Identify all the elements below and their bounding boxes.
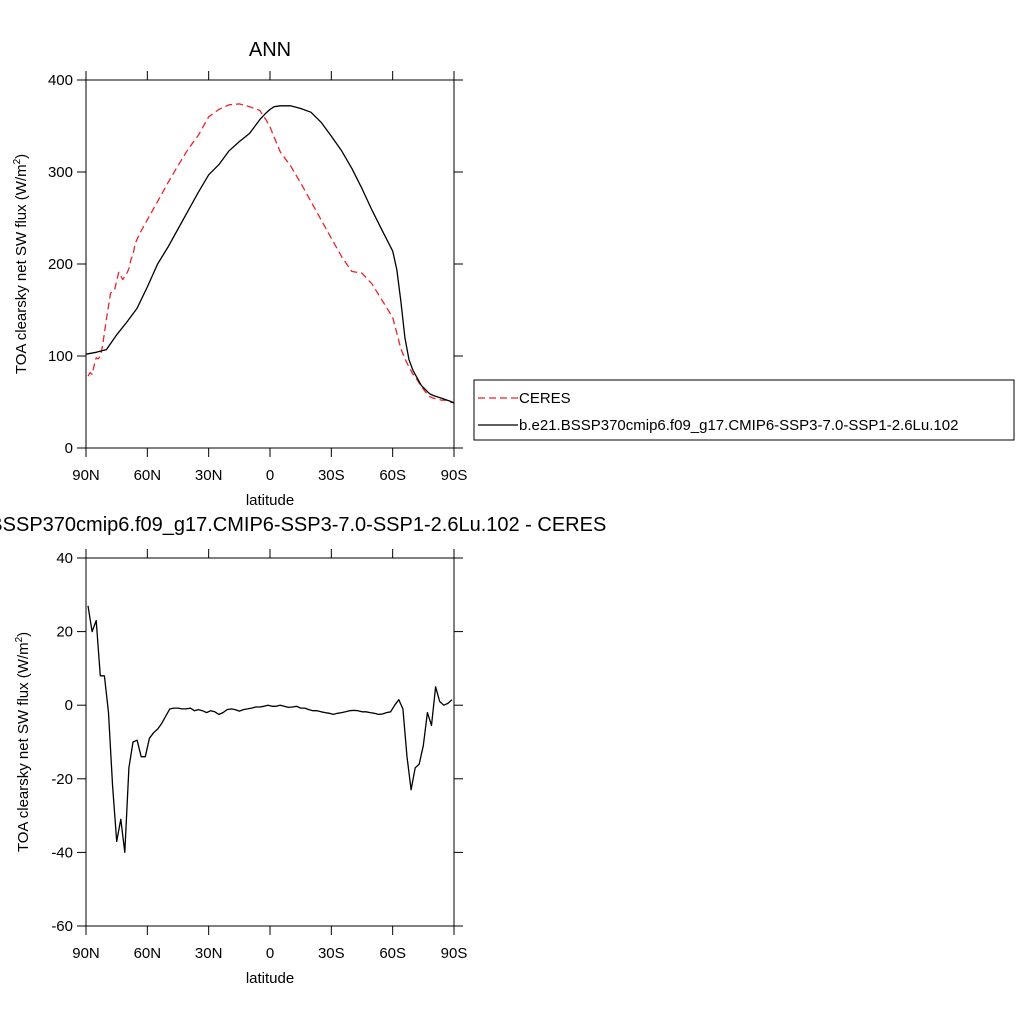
top-ytick-label: 100 <box>48 348 73 365</box>
top-xtick-label: 60N <box>134 467 162 484</box>
top-chart-xlabel: latitude <box>246 492 294 509</box>
top-chart-ylabel-sup: 2 <box>12 158 23 164</box>
bottom-xtick-label: 30S <box>318 945 345 962</box>
top-chart-tick-labels: 90N 60N 30N 0 30S 60S 90S 0 100 200 300 400 <box>48 72 467 484</box>
top-chart-ylabel-main: TOA clearsky net SW flux (W/m <box>13 164 30 374</box>
bottom-chart-xlabel: latitude <box>246 970 294 987</box>
bottom-ytick-label: -60 <box>51 918 73 935</box>
top-chart-ylabel-tail: ) <box>13 154 30 159</box>
top-chart-ylabel: TOA clearsky net SW flux (W/m2) <box>12 154 30 374</box>
bottom-chart-series <box>87 605 453 854</box>
bottom-ytick-label: 40 <box>56 550 73 567</box>
bottom-chart-frame <box>85 557 455 927</box>
bottom-chart-ylabel-sup: 2 <box>14 636 25 642</box>
bottom-ytick-label: 20 <box>56 624 73 641</box>
top-chart-series <box>85 103 455 404</box>
bottom-chart-ylabel-tail: ) <box>15 632 32 637</box>
bottom-ytick-label: 0 <box>65 697 73 714</box>
top-ytick-label: 200 <box>48 256 73 273</box>
bottom-chart-ylabel: TOA clearsky net SW flux (W/m2) <box>14 632 32 852</box>
top-xtick-label: 60S <box>379 467 406 484</box>
legend-box <box>473 379 1015 441</box>
bottom-chart-tick-labels: 90N 60N 30N 0 30S 60S 90S -60 -40 -20 0 20 40 <box>51 550 467 962</box>
bottom-chart-ticks <box>77 549 463 935</box>
bottom-xtick-label: 90S <box>441 945 468 962</box>
top-xtick-label: 0 <box>266 467 274 484</box>
bottom-xtick-label: 60S <box>379 945 406 962</box>
top-series-line-1-model <box>85 105 455 404</box>
bottom-chart-ylabel-main: TOA clearsky net SW flux (W/m <box>15 642 32 852</box>
bottom-chart-title: b.e21.BSSP370cmip6.f09_g17.CMIP6-SSP3-7.… <box>0 514 606 536</box>
bottom-xtick-label: 60N <box>134 945 162 962</box>
top-ytick-label: 400 <box>48 72 73 89</box>
top-ytick-label: 0 <box>65 440 73 457</box>
top-chart-ticks <box>77 71 463 457</box>
bottom-series-line-0-diff <box>87 605 453 854</box>
legend-label-ceres: CERES <box>519 390 571 407</box>
top-xtick-label: 90N <box>72 467 100 484</box>
top-xtick-label: 90S <box>441 467 468 484</box>
bottom-chart: b.e21.BSSP370cmip6.f09_g17.CMIP6-SSP3-7.… <box>0 514 606 987</box>
bottom-xtick-label: 0 <box>266 945 274 962</box>
top-chart: ANN 90N 60N 30N 0 30S 60S 90S 0 100 200 300 400 lat… <box>12 39 467 509</box>
top-ytick-label: 300 <box>48 164 73 181</box>
top-xtick-label: 30N <box>195 467 223 484</box>
top-chart-frame <box>85 79 455 449</box>
top-xtick-label: 30S <box>318 467 345 484</box>
top-series-line-0-ceres <box>87 103 455 404</box>
bottom-xtick-label: 90N <box>72 945 100 962</box>
legend: CERES b.e21.BSSP370cmip6.f09_g17.CMIP6-S… <box>473 379 1015 441</box>
legend-label-model: b.e21.BSSP370cmip6.f09_g17.CMIP6-SSP3-7.… <box>519 417 958 434</box>
bottom-ytick-label: -40 <box>51 844 73 861</box>
bottom-xtick-label: 30N <box>195 945 223 962</box>
bottom-ytick-label: -20 <box>51 771 73 788</box>
top-chart-title: ANN <box>249 39 291 61</box>
